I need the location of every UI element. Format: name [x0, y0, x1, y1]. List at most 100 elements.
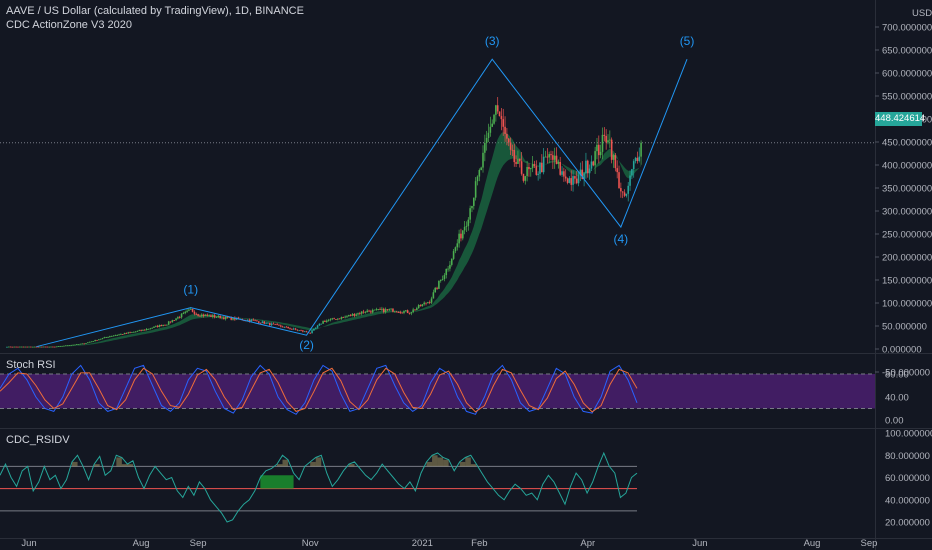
candle-body: [627, 185, 630, 194]
candle-body: [92, 341, 95, 342]
candle-body: [217, 315, 220, 318]
candle-body: [13, 346, 16, 348]
stoch-tick-label: 80.00: [885, 370, 909, 381]
rsidv-overbought-fill: [127, 464, 133, 467]
time-tick-label: Apr: [580, 538, 595, 549]
candle-body: [246, 319, 249, 321]
candle-body: [63, 345, 65, 347]
candle-body: [625, 193, 628, 196]
candle-body: [463, 226, 466, 231]
candle-body: [19, 346, 21, 348]
candle-body: [136, 330, 139, 332]
candle-body: [64, 345, 67, 347]
candle-body: [381, 308, 383, 310]
candle-body: [31, 346, 34, 348]
candle-body: [167, 321, 170, 325]
candle-body: [90, 341, 93, 343]
candle-body: [449, 264, 451, 269]
candle-body: [439, 279, 442, 281]
candle-body: [583, 173, 585, 179]
candle-body: [621, 191, 624, 193]
candle-body: [160, 325, 163, 327]
candle-body: [125, 332, 128, 334]
candle-body: [265, 322, 267, 324]
candle-body: [329, 319, 332, 321]
candle-body: [120, 334, 122, 335]
candle-body: [11, 346, 14, 348]
candle-body: [588, 168, 591, 174]
candle-body: [6, 346, 8, 348]
candle-body: [184, 311, 187, 313]
candle-body: [563, 171, 565, 177]
candle-body: [98, 339, 100, 341]
candle-body: [511, 149, 514, 151]
candle-body: [601, 134, 604, 152]
candle-body: [436, 287, 438, 289]
candle-body: [300, 330, 302, 332]
candle-body: [500, 116, 503, 120]
candle-body: [210, 315, 212, 317]
candle-body: [171, 320, 174, 323]
candle-body: [156, 325, 159, 327]
candle-body: [456, 243, 459, 248]
rsidv-tick-label: 40.000000: [885, 495, 930, 506]
candle-body: [195, 313, 198, 315]
candle-body: [155, 325, 157, 327]
candle-body: [537, 173, 539, 175]
candle-body: [177, 317, 179, 319]
candle-body: [267, 322, 269, 324]
candle-body: [325, 320, 328, 322]
candle-body: [287, 326, 289, 329]
candle-body: [610, 139, 613, 160]
candle-body: [473, 197, 475, 206]
wave-label: (4): [614, 232, 629, 246]
candle-body: [66, 345, 69, 347]
rsidv-overbought-fill: [443, 459, 449, 467]
candle-body: [336, 318, 339, 320]
candle-body: [574, 176, 576, 179]
candle-body: [586, 160, 589, 174]
candle-body: [496, 105, 499, 112]
candle-body: [636, 157, 639, 161]
candle-body: [491, 123, 493, 127]
candle-body: [276, 324, 278, 325]
candle-body: [221, 317, 223, 319]
candle-body: [471, 205, 473, 209]
candle-body: [346, 316, 348, 318]
candle-body: [564, 176, 567, 179]
candle-body: [414, 309, 416, 311]
rsidv-overbought-fill: [282, 459, 289, 467]
candle-body: [430, 298, 433, 303]
candle-body: [518, 158, 521, 162]
candle-body: [215, 317, 218, 318]
candle-body: [428, 302, 431, 303]
candle-body: [399, 312, 402, 313]
candle-body: [114, 335, 117, 337]
candle-body: [158, 325, 161, 327]
candle-body: [121, 334, 124, 335]
candle-body: [331, 318, 334, 320]
candle-body: [465, 225, 468, 227]
candle-body: [278, 324, 280, 326]
candle-body: [55, 346, 58, 348]
candle-body: [30, 346, 32, 348]
price-tick-label: 50.000000: [882, 322, 927, 333]
actionzone-cloud: [6, 132, 642, 347]
candle-body: [441, 279, 444, 280]
stoch-k-line: [0, 364, 638, 415]
candle-body: [609, 139, 611, 141]
candle-body: [474, 181, 477, 198]
candle-body: [232, 317, 234, 320]
rsidv-overbought-fill: [426, 461, 433, 467]
price-tick-label: 550.000000: [882, 92, 932, 103]
candle-body: [528, 166, 530, 170]
candle-body: [61, 345, 63, 347]
candle-body: [274, 324, 277, 325]
candle-body: [272, 323, 275, 325]
candle-body: [559, 161, 562, 175]
candle-body: [631, 169, 633, 176]
candle-body: [20, 346, 23, 348]
candle-body: [228, 317, 231, 318]
stoch-d-line: [0, 367, 638, 413]
candle-body: [581, 169, 584, 179]
